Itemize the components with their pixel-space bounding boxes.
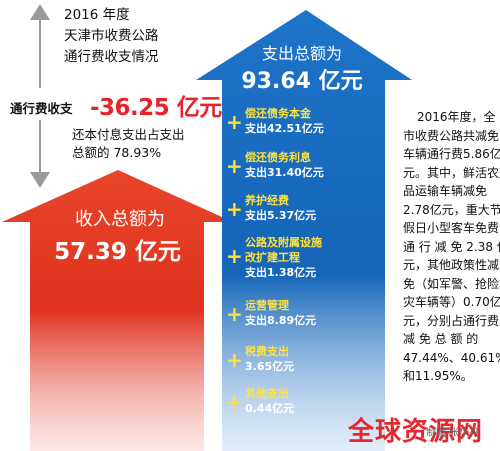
note-line: 元。其中，鲜活农产	[403, 165, 500, 180]
note-line: 品运输车辆减免	[403, 184, 488, 198]
plus-icon: +	[226, 302, 243, 326]
expense-item-label: 偿还债务本金	[245, 107, 311, 120]
note-line: 元，分别占通行费	[403, 313, 500, 328]
note-line: 和11.95%。	[403, 369, 473, 383]
watermark: 全球资源网	[348, 417, 484, 447]
expense-item-amount: 支出8.89亿元	[245, 314, 317, 327]
note-line: 47.44%、40.61%	[403, 350, 500, 365]
balance-value: -36.25 亿元	[90, 95, 222, 121]
note-line: 车辆通行费5.86亿	[403, 147, 500, 161]
expense-item-amount: 支出31.40亿元	[245, 166, 324, 179]
expense-item-amount: 0.44亿元	[245, 402, 295, 415]
expense-item-label: 养护经费	[245, 194, 289, 207]
expense-value: 93.64 亿元	[241, 69, 363, 94]
balance-label: 通行费收支	[10, 101, 73, 116]
note-line: 免（如军警、抢险救	[403, 276, 500, 291]
plus-icon: +	[226, 197, 243, 221]
plus-icon: +	[226, 348, 243, 372]
note-line: 元，其他政策性减	[403, 258, 500, 272]
note-line: 减 免 总 额 的	[403, 332, 479, 346]
note-line: 2016年度，全	[417, 110, 496, 124]
plus-icon: +	[226, 110, 243, 134]
expense-item-label: 运营管理	[245, 299, 289, 312]
note-paragraph: 2016年度，全 市收费公路共减免 车辆通行费5.86亿 元。其中，鲜活农产 品…	[403, 108, 500, 386]
ratio-text: 还本付息支出占支出	[72, 127, 185, 142]
note-line: 灾车辆等）0.70亿	[403, 295, 500, 309]
note-line: 2.78亿元，重大节	[403, 202, 500, 217]
note-line: 通 行 减 免 2.38 亿	[403, 239, 500, 254]
income-value: 57.39 亿元	[54, 239, 181, 265]
range-arrow-icon	[30, 4, 50, 188]
expense-item-label: 改扩建工程	[245, 251, 300, 264]
expense-item-amount: 3.65亿元	[245, 360, 295, 373]
plus-icon: +	[226, 390, 243, 414]
expense-item-amount: 支出5.37亿元	[245, 209, 317, 222]
expense-item-label: 其他支出	[245, 387, 289, 400]
expense-item-amount: 支出42.51亿元	[245, 122, 324, 135]
income-label: 收入总额为	[75, 209, 165, 230]
expense-item-amount: 支出1.38亿元	[245, 266, 317, 279]
expense-item-label: 税费支出	[245, 345, 289, 358]
expense-item-label: 偿还债务利息	[245, 151, 311, 164]
expense-item-label: 公路及附属设施	[245, 236, 322, 249]
title-line: 天津市收费公路	[64, 28, 159, 44]
plus-icon: +	[226, 244, 243, 268]
credit-text: 制图 张华丹	[426, 428, 480, 439]
plus-icon: +	[226, 154, 243, 178]
ratio-text: 总额的 78.93%	[72, 145, 162, 160]
title-line: 通行费收支情况	[64, 49, 159, 65]
title-line: 2016 年度	[64, 7, 130, 23]
expense-label: 支出总额为	[261, 44, 342, 63]
note-line: 假日小型客车免费	[403, 221, 500, 235]
note-line: 市收费公路共减免	[403, 128, 500, 143]
